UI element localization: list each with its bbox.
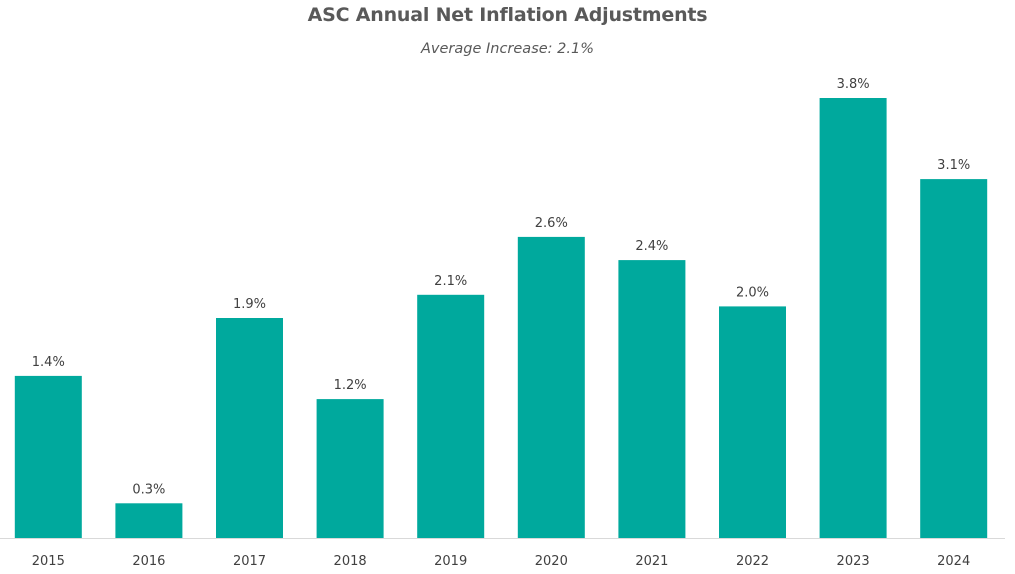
bar-2015 <box>14 375 82 538</box>
bar-2024 <box>920 179 988 538</box>
data-label-2017: 1.9% <box>233 297 266 312</box>
x-tick-label-2015: 2015 <box>32 554 65 569</box>
x-tick-labels-layer: 2015 2016 2017 2018 2019 2020 2021 2022 2023 2024 <box>32 554 970 569</box>
x-tick-label-2020: 2020 <box>535 554 568 569</box>
bar-2019 <box>417 294 485 538</box>
bar-2020 <box>517 236 585 538</box>
bar-2017 <box>216 318 283 538</box>
bar-2021 <box>618 260 686 538</box>
bars-layer <box>14 98 988 538</box>
data-label-2020: 2.6% <box>535 216 568 231</box>
x-tick-label-2017: 2017 <box>233 554 266 569</box>
chart-title: ASC Annual Net Inflation Adjustments <box>307 4 708 26</box>
data-label-2022: 2.0% <box>736 285 769 300</box>
data-label-2018: 1.2% <box>334 378 367 393</box>
x-tick-label-2016: 2016 <box>132 554 165 569</box>
bar-2016 <box>115 503 183 538</box>
x-tick-label-2024: 2024 <box>937 554 970 569</box>
bar-2023 <box>819 98 887 538</box>
data-label-2015: 1.4% <box>32 355 65 370</box>
data-label-2021: 2.4% <box>635 239 668 254</box>
x-tick-label-2023: 2023 <box>837 554 870 569</box>
x-tick-label-2021: 2021 <box>635 554 668 569</box>
data-label-2024: 3.1% <box>937 158 970 173</box>
bar-2022 <box>719 306 786 538</box>
x-tick-label-2018: 2018 <box>334 554 367 569</box>
bar-2018 <box>316 399 384 538</box>
data-label-2016: 0.3% <box>132 482 165 497</box>
chart-subtitle: Average Increase: 2.1% <box>420 41 595 57</box>
data-labels-layer: 1.4% 0.3% 1.9% 1.2% 2.1% 2.6% 2.4% 2.0% 3.8% 3.1% <box>32 77 970 497</box>
data-label-2023: 3.8% <box>837 77 870 92</box>
x-tick-label-2019: 2019 <box>434 554 467 569</box>
x-tick-label-2022: 2022 <box>736 554 769 569</box>
data-label-2019: 2.1% <box>434 274 467 289</box>
